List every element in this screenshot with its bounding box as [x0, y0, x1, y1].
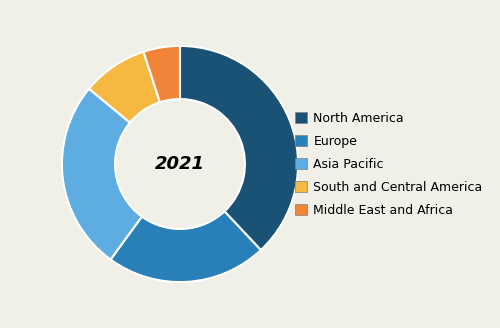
- Wedge shape: [110, 211, 261, 282]
- Wedge shape: [144, 46, 180, 102]
- Wedge shape: [180, 46, 298, 250]
- Wedge shape: [62, 89, 142, 259]
- Legend: North America, Europe, Asia Pacific, South and Central America, Middle East and : North America, Europe, Asia Pacific, Sou…: [290, 107, 488, 221]
- Text: 2021: 2021: [155, 155, 205, 173]
- Wedge shape: [89, 52, 160, 123]
